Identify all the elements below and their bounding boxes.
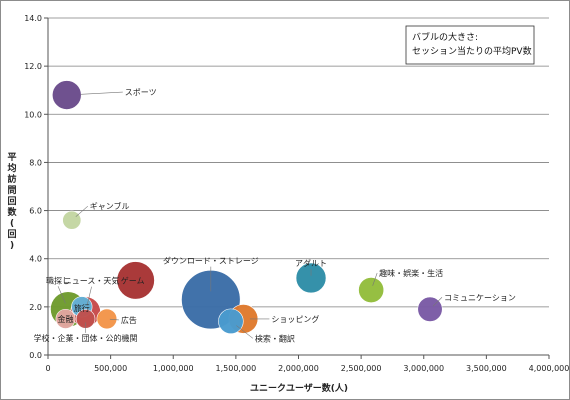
y-axis-title: 平均訪問回数(回) (7, 152, 17, 251)
bubble-7[interactable] (116, 261, 155, 300)
y-tick-label-2: 4.0 (29, 255, 42, 264)
leader-line-5 (372, 272, 378, 286)
bubble-label-2: ギャンブル (90, 201, 130, 211)
bubble-1[interactable] (52, 80, 82, 110)
leader-line-9 (86, 286, 92, 306)
bubble-label-7: ゲーム (121, 275, 145, 285)
x-tick-label-2: 1,000,000 (153, 364, 194, 373)
bubble-label-12: 金融 (58, 314, 74, 324)
x-tick-label-5: 2,500,000 (341, 364, 382, 373)
y-tick-label-3: 6.0 (29, 207, 42, 216)
legend-line-1: バブルの大きさ: (412, 31, 478, 43)
bubble-label-8: 職探し (46, 275, 70, 285)
grid-lines (48, 17, 549, 308)
bubble-11[interactable] (96, 308, 118, 330)
leader-line-11 (109, 318, 119, 321)
axes: 0.0 2.0 4.0 6.0 8.0 10.0 12.0 14.0 0 500,000 1,000… (24, 14, 569, 373)
y-tick-label-5: 10.0 (24, 110, 42, 119)
y-tick-label-7: 14.0 (24, 14, 42, 23)
bubble-label-5: 趣味・娯楽・生活 (379, 268, 443, 278)
x-tick-label-0: 0 (45, 364, 50, 373)
bubble-series (50, 80, 443, 335)
bubble-label-14: ショッピング (271, 314, 319, 324)
bubble-label-6: コミュニケーション (444, 293, 516, 302)
bubble-label-4: アダルト (295, 258, 327, 268)
y-tick-label-0: 0.0 (29, 351, 42, 360)
bubble-label-9: ニュース・天気 (64, 276, 120, 286)
legend-line-2: セッション当たりの平均PV数 (412, 45, 532, 57)
y-tick-label-6: 12.0 (24, 62, 42, 71)
bubble-label-1: スポーツ (125, 88, 157, 97)
x-tick-label-1: 500,000 (94, 364, 127, 373)
leader-line-6 (432, 297, 443, 307)
x-axis-title: ユニークユーザー数(人) (250, 382, 348, 394)
x-tick-label-3: 1,500,000 (216, 364, 257, 373)
bubble-label-11: 広告 (121, 315, 137, 325)
legend-box: バブルの大きさ: セッション当たりの平均PV数 (405, 25, 535, 65)
bubble-label-15: 検索・翻訳 (255, 333, 295, 343)
x-tick-label-4: 2,000,000 (278, 364, 319, 373)
y-tick-label-4: 8.0 (29, 158, 42, 167)
leader-line-2 (75, 205, 88, 217)
x-tick-label-6: 3,000,000 (403, 364, 444, 373)
leader-line-1 (80, 91, 123, 95)
bubble-4[interactable] (295, 262, 327, 294)
bubble-5[interactable] (358, 277, 385, 303)
y-tick-label-1: 2.0 (29, 303, 42, 312)
x-tick-label-8: 4,000,000 (529, 364, 570, 373)
bubble-label-10: 旅行 (74, 303, 90, 313)
bubble-15[interactable] (218, 308, 244, 335)
bubble-2[interactable] (62, 210, 82, 230)
leader-line-8 (57, 286, 66, 304)
bubble-label-13: 学校・企業・団体・公的機関 (34, 333, 138, 343)
bubble-12[interactable] (55, 308, 76, 329)
leader-line-15 (236, 325, 254, 339)
x-tick-label-7: 3,500,000 (466, 364, 507, 373)
bubble-label-3: ダウンロード・ストレージ (163, 256, 259, 266)
